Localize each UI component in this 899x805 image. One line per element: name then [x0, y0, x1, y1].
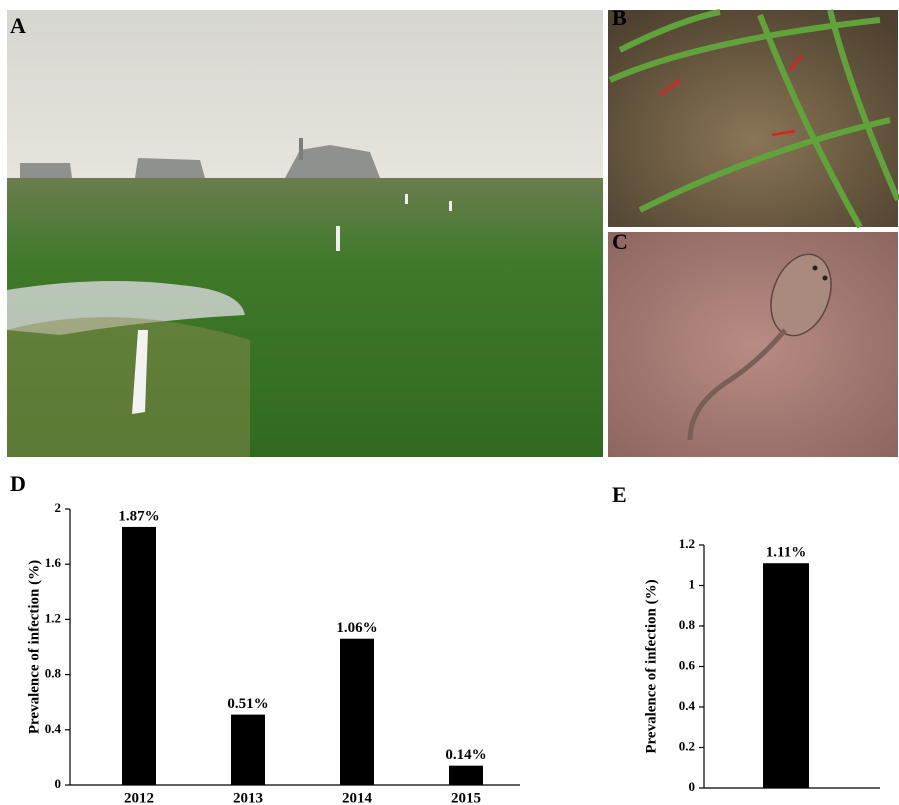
x-tick-label: 2015: [451, 790, 481, 805]
value-label: 1.06%: [336, 620, 377, 636]
value-label: 1.11%: [766, 545, 806, 561]
bar: [763, 563, 809, 788]
figure: A B C D E Prevalence of infection (%) 0 0.4 0.8 1…: [0, 0, 899, 805]
bar: [449, 766, 483, 785]
y-tick-label: 1.6: [45, 555, 62, 570]
y-tick-label: 1: [689, 576, 696, 591]
panel-label: A: [10, 13, 26, 38]
y-tick-label: 0: [689, 779, 696, 794]
y-tick-label: 0.4: [679, 698, 696, 713]
photo-soil: [608, 10, 898, 227]
y-tick-label: 0: [55, 776, 62, 791]
x-tick-label: 2014: [342, 790, 373, 805]
y-axis-label: Prevalence of infection (%): [643, 579, 659, 753]
bar: [340, 639, 374, 785]
y-tick-label: 0.2: [679, 738, 695, 753]
panel-label: B: [612, 5, 627, 30]
value-label: 0.51%: [227, 696, 268, 712]
bar: [122, 527, 156, 785]
x-tick-label: 2013: [233, 790, 263, 805]
y-tick-label: 2: [55, 500, 62, 515]
panel-label: C: [612, 229, 628, 254]
value-label: 1.87%: [118, 508, 159, 524]
photo-wetland: [7, 10, 603, 457]
photo-cercaria: [608, 232, 898, 457]
y-tick-label: 0.4: [45, 721, 62, 736]
panel-label: D: [10, 471, 26, 496]
x-tick-label: 2012: [124, 790, 154, 805]
y-axis-label: Prevalence of infection (%): [26, 560, 42, 734]
y-tick-label: 1.2: [679, 536, 695, 551]
value-label: 0.14%: [445, 747, 486, 763]
bar: [231, 715, 265, 785]
panel-label: E: [612, 482, 627, 507]
y-tick-label: 0.6: [679, 657, 696, 672]
y-tick-label: 0.8: [45, 666, 62, 681]
y-tick-label: 0.8: [679, 617, 696, 632]
y-tick-label: 1.2: [45, 610, 61, 625]
